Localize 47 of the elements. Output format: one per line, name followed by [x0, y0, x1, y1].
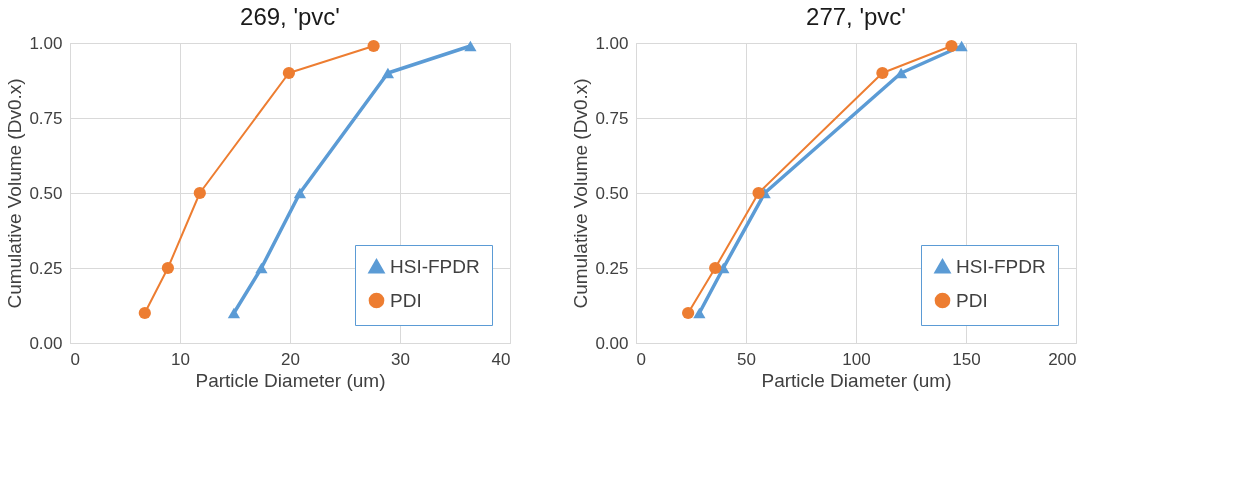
- x-tick-label: 30: [391, 349, 410, 369]
- x-tick-label: 100: [842, 349, 871, 369]
- y-axis-title: Cumulative Volume (Dv0.x): [570, 78, 592, 309]
- point: [282, 66, 296, 80]
- legend-label: PDI: [956, 289, 988, 311]
- x-tick-label: 20: [281, 349, 300, 369]
- point: [367, 39, 380, 53]
- x-tick-label: 150: [952, 349, 981, 369]
- point: [293, 187, 307, 199]
- point: [955, 40, 968, 52]
- x-tick-label: 40: [491, 349, 511, 369]
- point: [255, 262, 268, 274]
- y-tick-label: 1.00: [595, 33, 629, 53]
- y-tick-label: 0.00: [595, 333, 629, 353]
- point: [709, 261, 722, 275]
- y-tick-label: 0.00: [29, 333, 63, 353]
- point: [464, 40, 477, 52]
- legend-label: PDI: [390, 289, 422, 311]
- point: [876, 66, 889, 80]
- point: [138, 306, 151, 320]
- point: [945, 39, 958, 53]
- point: [752, 186, 765, 200]
- y-tick-label: 0.75: [595, 108, 629, 128]
- x-tick-label: 10: [171, 349, 190, 369]
- y-tick-label: 1.00: [29, 33, 63, 53]
- point: [227, 307, 241, 319]
- chart-title: 269, 'pvc': [240, 3, 340, 30]
- x-axis-title: Particle Diameter (um): [195, 369, 386, 391]
- point: [693, 307, 706, 319]
- y-tick-label: 0.75: [29, 108, 63, 128]
- x-tick-label: 50: [737, 349, 756, 369]
- y-tick-label: 0.50: [29, 183, 63, 203]
- legend-label: HSI-FPDR: [956, 255, 1046, 277]
- point: [193, 186, 206, 200]
- point: [682, 306, 695, 320]
- x-axis-title: Particle Diameter (um): [761, 369, 952, 391]
- point: [161, 261, 175, 275]
- y-tick-label: 0.50: [595, 183, 629, 203]
- legend-label: HSI-FPDR: [390, 255, 480, 277]
- chart-title: 277, 'pvc': [806, 3, 906, 30]
- x-tick-label: 0: [70, 349, 80, 369]
- y-axis-title: Cumulative Volume (Dv0.x): [4, 78, 26, 309]
- x-tick-label: 0: [636, 349, 646, 369]
- y-tick-label: 0.25: [29, 258, 63, 278]
- x-tick-label: 200: [1048, 349, 1077, 369]
- y-tick-label: 0.25: [595, 258, 629, 278]
- point: [381, 67, 395, 79]
